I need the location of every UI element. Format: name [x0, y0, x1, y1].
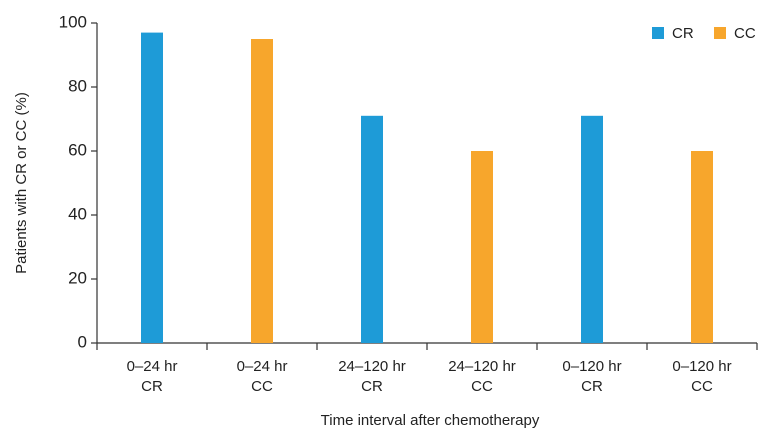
- y-tick-label: 60: [68, 140, 87, 159]
- bar: [581, 115, 603, 343]
- x-tick-label: 0–120 hr: [672, 358, 731, 375]
- x-tick-label: CR: [361, 378, 383, 395]
- x-tick-label: 24–120 hr: [448, 358, 516, 375]
- y-tick-label: 20: [68, 268, 87, 287]
- y-tick-label: 40: [68, 204, 87, 223]
- bar: [251, 39, 273, 343]
- x-tick-label: CR: [581, 378, 603, 395]
- bar: [141, 32, 163, 343]
- x-tick-label: 0–24 hr: [237, 358, 288, 375]
- legend-swatch: [714, 27, 726, 39]
- x-tick-label: CC: [471, 378, 493, 395]
- x-tick-label: 0–120 hr: [562, 358, 621, 375]
- y-tick-label: 0: [78, 332, 87, 351]
- bar: [471, 151, 493, 343]
- legend-label: CR: [672, 25, 694, 42]
- x-tick-label: CC: [691, 378, 713, 395]
- x-tick-label: 0–24 hr: [127, 358, 178, 375]
- x-tick-label: 24–120 hr: [338, 358, 406, 375]
- bar: [361, 115, 383, 343]
- bar: [691, 151, 713, 343]
- x-axis-title: Time interval after chemotherapy: [321, 412, 540, 429]
- x-tick-label: CC: [251, 378, 273, 395]
- legend-label: CC: [734, 25, 756, 42]
- legend-swatch: [652, 27, 664, 39]
- y-tick-label: 80: [68, 76, 87, 95]
- x-tick-label: CR: [141, 378, 163, 395]
- y-axis-title: Patients with CR or CC (%): [13, 92, 30, 274]
- y-tick-label: 100: [59, 12, 87, 31]
